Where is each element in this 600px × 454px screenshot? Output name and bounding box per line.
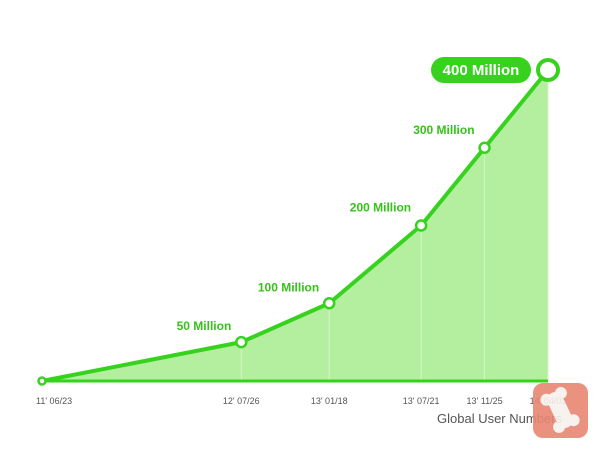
data-point bbox=[414, 219, 428, 232]
chart-title: Global User Numbers bbox=[437, 411, 562, 426]
x-tick-label: 13' 01/18 bbox=[311, 396, 348, 406]
x-tick-label: 13' 07/21 bbox=[403, 396, 440, 406]
data-label: 300 Million bbox=[413, 123, 474, 137]
data-marker-layer bbox=[37, 58, 560, 386]
x-tick-label-layer: 11' 06/23 12' 07/26 13' 01/18 13' 07/21 13' … bbox=[36, 396, 566, 406]
data-point bbox=[536, 58, 560, 82]
data-point bbox=[37, 376, 47, 386]
series-line bbox=[40, 68, 550, 383]
data-point bbox=[322, 297, 336, 310]
data-label: 100 Million bbox=[258, 280, 319, 294]
bone-icon bbox=[544, 389, 576, 431]
series-line-layer bbox=[40, 68, 550, 383]
data-label: 200 Million bbox=[350, 201, 411, 215]
area-fill bbox=[42, 70, 548, 381]
data-label: 50 Million bbox=[177, 319, 232, 333]
x-tick-label: 13' 11/25 bbox=[467, 396, 503, 406]
area-fill-layer bbox=[42, 70, 548, 381]
vertical-guide-layer bbox=[240, 70, 549, 381]
data-point bbox=[235, 335, 248, 349]
x-tick-label: 11' 06/23 bbox=[36, 396, 72, 406]
watermark-logo bbox=[533, 383, 588, 438]
data-label: 400 Million bbox=[443, 62, 520, 79]
highlight-label-pill bbox=[431, 57, 531, 83]
data-point bbox=[478, 141, 491, 154]
data-label-layer: 50 Million 100 Million 200 Million 300 Mill… bbox=[177, 57, 531, 333]
x-tick-label: 12' 07/26 bbox=[223, 396, 260, 406]
